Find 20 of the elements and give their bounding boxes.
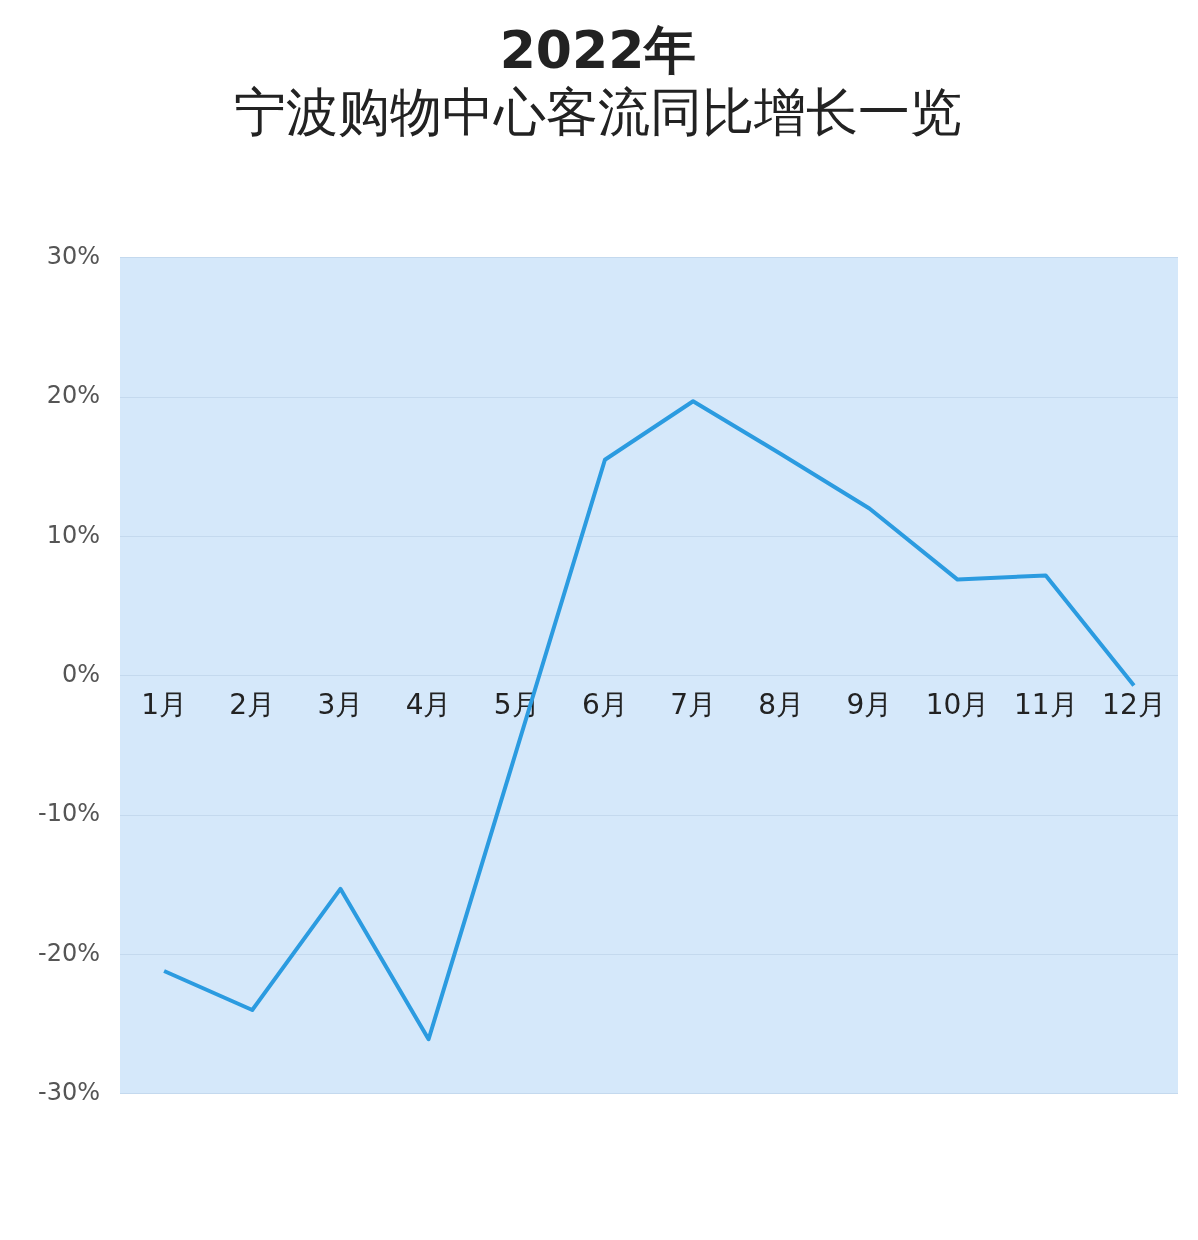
x-tick-label: 11月 (1013, 687, 1078, 721)
y-tick-label: 10% (46, 520, 100, 549)
x-tick-label: 9月 (846, 687, 893, 721)
x-tick-label: 6月 (582, 687, 628, 721)
y-tick-label: 20% (46, 381, 100, 410)
y-tick-label: 30% (46, 242, 100, 271)
y-tick-label: -30% (37, 1077, 100, 1106)
y-tick-label: -10% (37, 799, 100, 828)
x-tick-label: 8月 (758, 687, 805, 721)
x-tick-label: 1月 (141, 687, 187, 721)
chart-title: 2022年 (499, 19, 697, 80)
x-tick-label: 10月 (925, 687, 990, 721)
y-tick-label: -20% (37, 938, 100, 967)
x-tick-label: 2月 (229, 687, 276, 721)
x-tick-label: 4月 (405, 687, 452, 721)
x-tick-label: 3月 (317, 687, 364, 721)
chart-subtitle: 宁波购物中心客流同比增长一览 (234, 82, 962, 143)
x-tick-label: 12月 (1102, 687, 1166, 721)
x-tick-label: 7月 (670, 687, 716, 721)
y-tick-label: 0% (61, 659, 100, 688)
